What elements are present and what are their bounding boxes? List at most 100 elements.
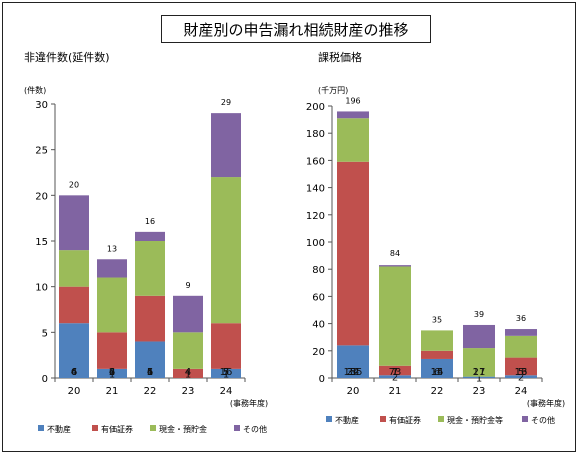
c1-data-label: 135 [343, 367, 362, 378]
chart-taxable-value: 課税価格(千万円)0204060801001201401601802002413… [306, 50, 565, 425]
c0-data-label: 5 [147, 367, 153, 378]
c1-legend-label: 現金・預貯金等 [447, 415, 503, 425]
c0-total-label: 29 [221, 98, 231, 107]
c1-bar-segment [337, 118, 369, 162]
c1-bar-segment [379, 265, 411, 267]
c1-y-tick-label: 200 [306, 102, 325, 113]
c1-data-label: 73 [389, 367, 402, 378]
c0-data-label: 1 [185, 369, 191, 380]
c1-legend-swatch [326, 416, 332, 422]
c0-bar-segment [97, 332, 127, 369]
c0-bar-segment [173, 332, 203, 369]
c1-data-label: 1 [392, 367, 398, 378]
c0-bar-segment [97, 277, 127, 333]
c1-y-tick-label: 20 [312, 347, 325, 358]
c1-bar-segment [505, 329, 537, 336]
c1-bar-segment [463, 348, 495, 377]
c0-title: 非違件数(延件数) [24, 51, 110, 64]
c0-data-label: 1 [109, 369, 115, 380]
c1-bar-segment [337, 111, 369, 119]
c0-data-label: 6 [71, 367, 77, 378]
c1-x-tick-label: 20 [347, 386, 360, 397]
c1-total-label: 35 [432, 315, 442, 324]
c0-bar-segment [59, 286, 89, 324]
c0-total-label: 20 [69, 180, 79, 189]
c0-total-label: 13 [107, 244, 117, 253]
c0-x-tick-label: 20 [68, 386, 81, 397]
c0-bar-segment [211, 113, 241, 178]
c1-data-label: 24 [347, 367, 360, 378]
c0-bar-segment [59, 323, 89, 378]
c1-y-tick-label: 160 [306, 156, 325, 167]
c0-data-label: 4 [185, 367, 191, 378]
c0-bar-segment [135, 241, 165, 296]
c1-y-tick-label: 40 [312, 320, 325, 331]
c1-legend-swatch [380, 416, 386, 422]
c0-data-label: 4 [71, 367, 77, 378]
c0-data-label: 1 [147, 367, 153, 378]
c0-x-tick-label: 22 [144, 386, 157, 397]
c1-data-label: 2 [392, 373, 398, 384]
c0-x-tick-label: 21 [106, 386, 119, 397]
c0-data-label: 5 [223, 367, 229, 378]
c0-total-label: 16 [145, 217, 155, 226]
c1-total-label: 84 [390, 249, 400, 258]
c1-bar-segment [379, 375, 411, 378]
c0-y-tick-label: 25 [35, 146, 48, 157]
c0-legend-swatch [92, 425, 98, 431]
c1-title: 課税価格 [318, 50, 362, 64]
c1-bar-segment [337, 161, 369, 346]
c0-data-label: 1 [223, 369, 229, 380]
c1-data-label: 15 [431, 367, 444, 378]
chart-violation-count: 非違件数(延件数)(件数)051015202530644620201462132… [24, 51, 268, 434]
c1-bar-segment [379, 365, 411, 376]
c1-data-label: 17 [473, 367, 486, 378]
c1-bar-segment [505, 357, 537, 376]
c0-legend-swatch [150, 425, 156, 431]
c0-data-label: 2 [109, 367, 115, 378]
c0-x-tick-label: 23 [182, 386, 195, 397]
c0-bar-segment [211, 177, 241, 324]
c0-legend-label: 有価証券 [101, 424, 133, 434]
c0-data-label: 6 [109, 367, 115, 378]
c1-y-tick-label: 0 [319, 374, 325, 385]
c0-bar-segment [135, 341, 165, 378]
c0-bar-segment [97, 259, 127, 278]
c0-bar-segment [211, 368, 241, 378]
c0-bar-segment [59, 195, 89, 251]
c0-data-label: 6 [71, 367, 77, 378]
c0-bar-segment [135, 295, 165, 342]
c1-total-label: 39 [474, 310, 484, 319]
c0-y-tick-label: 15 [35, 237, 48, 248]
c0-y-tick-label: 30 [35, 100, 48, 111]
c0-data-label: 6 [147, 367, 153, 378]
c1-data-label: 21 [473, 367, 486, 378]
c0-y-tick-label: 0 [42, 374, 48, 385]
c1-data-label: 5 [518, 367, 524, 378]
c1-data-label: 6 [434, 367, 440, 378]
c1-y-tick-label: 180 [306, 129, 325, 140]
c1-bar-segment [463, 376, 495, 378]
c0-data-label: 4 [109, 367, 115, 378]
c1-legend-swatch [438, 416, 444, 422]
c0-bar-segment [59, 250, 89, 287]
c0-y-tick-label: 5 [42, 328, 48, 339]
c1-y-tick-label: 120 [306, 211, 325, 222]
c1-legend-label: 不動産 [335, 415, 359, 425]
c1-data-label: 2 [518, 373, 524, 384]
c0-bar-segment [97, 368, 127, 378]
c1-data-label: 14 [431, 367, 444, 378]
c0-y-tick-label: 10 [35, 283, 48, 294]
c1-x-tick-label: 24 [515, 386, 528, 397]
c1-legend-label: その他 [531, 415, 555, 425]
c0-data-label: 7 [223, 367, 229, 378]
c1-bar-segment [421, 358, 453, 378]
c1-x-tick-label: 21 [389, 386, 402, 397]
c0-y-tick-label: 20 [35, 191, 48, 202]
c1-data-label: 7 [392, 367, 398, 378]
c0-total-label: 9 [185, 281, 190, 290]
c1-bar-segment [505, 335, 537, 358]
c0-bar-segment [211, 323, 241, 369]
c0-legend-label: 現金・預貯金 [159, 424, 207, 434]
c1-legend-label: 有価証券 [389, 415, 421, 425]
